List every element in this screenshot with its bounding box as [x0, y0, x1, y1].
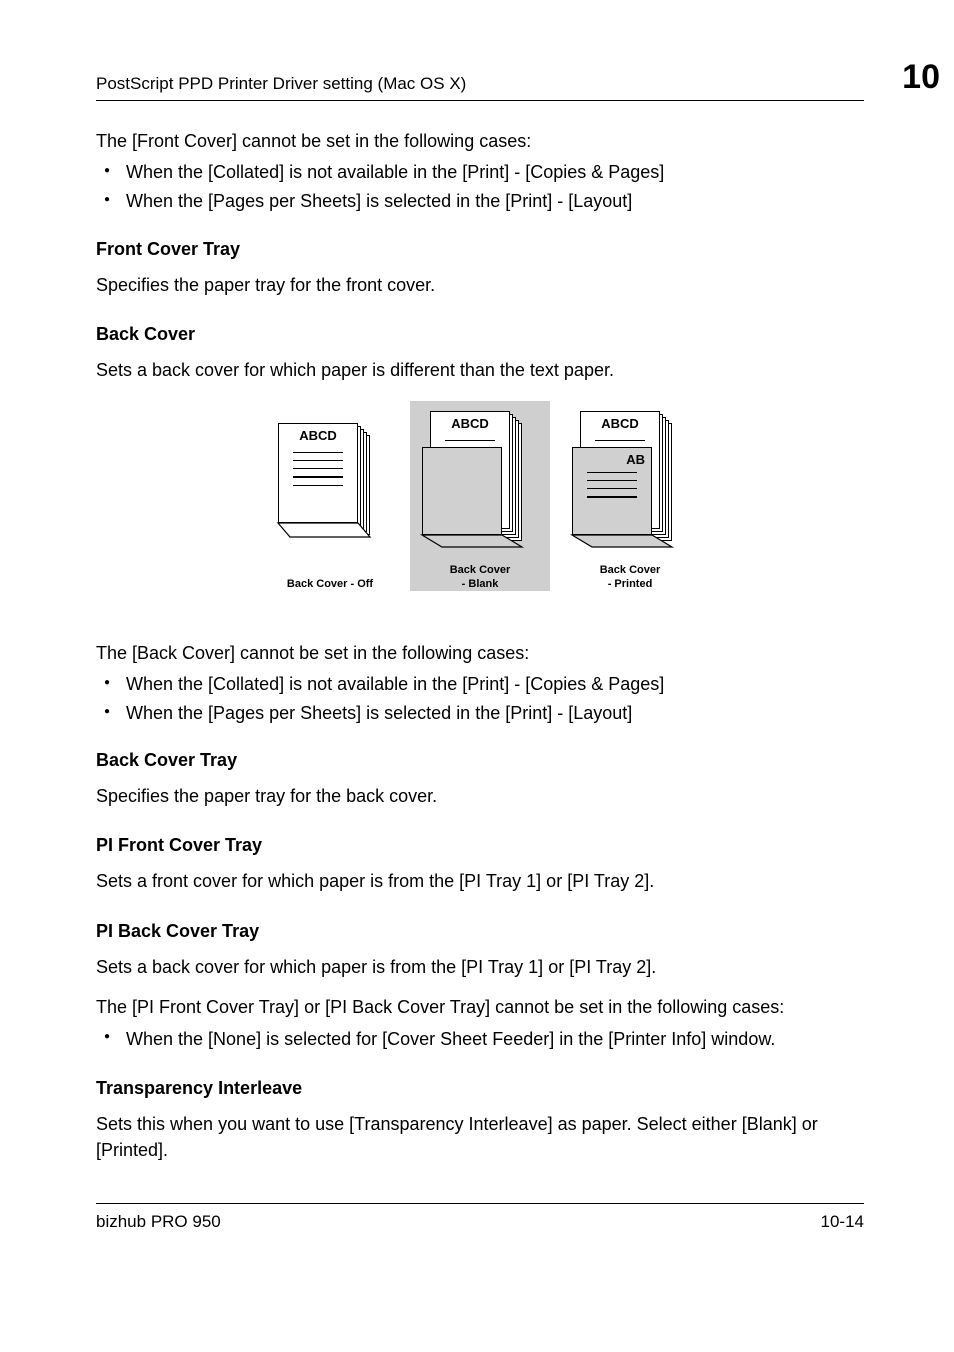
back-cover-note: The [Back Cover] cannot be set in the fo…	[96, 641, 864, 727]
diagram-caption-printed: Back Cover - Printed	[560, 564, 700, 590]
sheet-label: ABCD	[279, 428, 357, 443]
section-text: Sets a back cover for which paper is fro…	[96, 954, 864, 980]
pi-back-note-item: When the [None] is selected for [Cover S…	[96, 1026, 864, 1052]
diagram-panel-printed: ABCD AB Back Cover - Printed	[560, 401, 700, 591]
header-title: PostScript PPD Printer Driver setting (M…	[96, 74, 466, 94]
section-heading: Transparency Interleave	[96, 1078, 864, 1099]
diagram-panel-blank: ABCD Back Cover - Blank	[410, 401, 550, 591]
back-cover-section: Back Cover Sets a back cover for which p…	[96, 324, 864, 383]
section-heading: Front Cover Tray	[96, 239, 864, 260]
page-header: PostScript PPD Printer Driver setting (M…	[96, 60, 864, 101]
front-cover-note-item: When the [Collated] is not available in …	[96, 160, 864, 185]
section-text: Specifies the paper tray for the front c…	[96, 272, 864, 298]
section-text: Sets a back cover for which paper is dif…	[96, 357, 864, 383]
diagram-caption-blank: Back Cover - Blank	[410, 564, 550, 590]
chapter-number: 10	[898, 60, 942, 94]
sheet-partial-label: AB	[626, 452, 645, 467]
diagram-panel-off: ABCD Back Cover - Off	[260, 401, 400, 591]
section-text: Sets a front cover for which paper is fr…	[96, 868, 864, 894]
back-cover-note-item: When the [Pages per Sheets] is selected …	[96, 701, 864, 726]
sheet-label: ABCD	[431, 416, 509, 431]
transparency-interleave-section: Transparency Interleave Sets this when y…	[96, 1078, 864, 1163]
footer-right: 10-14	[821, 1212, 864, 1232]
sheet-label: ABCD	[581, 416, 659, 431]
back-cover-note-item: When the [Collated] is not available in …	[96, 672, 864, 697]
page-footer: bizhub PRO 950 10-14	[96, 1203, 864, 1232]
pi-front-cover-tray-section: PI Front Cover Tray Sets a front cover f…	[96, 835, 864, 894]
section-text: Sets this when you want to use [Transpar…	[96, 1111, 864, 1163]
back-cover-diagram: ABCD Back Cover - Off	[96, 401, 864, 611]
front-cover-note-lead: The [Front Cover] cannot be set in the f…	[96, 129, 864, 154]
section-text: The [PI Front Cover Tray] or [PI Back Co…	[96, 994, 864, 1052]
front-cover-note-item: When the [Pages per Sheets] is selected …	[96, 189, 864, 214]
back-cover-tray-section: Back Cover Tray Specifies the paper tray…	[96, 750, 864, 809]
section-heading: Back Cover Tray	[96, 750, 864, 771]
pi-back-cover-tray-section: PI Back Cover Tray Sets a back cover for…	[96, 921, 864, 1052]
section-text: Specifies the paper tray for the back co…	[96, 783, 864, 809]
section-heading: PI Back Cover Tray	[96, 921, 864, 942]
chapter-tab: 10	[898, 60, 954, 94]
section-heading: Back Cover	[96, 324, 864, 345]
front-cover-note: The [Front Cover] cannot be set in the f…	[96, 129, 864, 215]
section-heading: PI Front Cover Tray	[96, 835, 864, 856]
front-cover-tray-section: Front Cover Tray Specifies the paper tra…	[96, 239, 864, 298]
back-cover-note-lead: The [Back Cover] cannot be set in the fo…	[96, 641, 864, 666]
diagram-caption-off: Back Cover - Off	[260, 578, 400, 591]
footer-left: bizhub PRO 950	[96, 1212, 221, 1232]
